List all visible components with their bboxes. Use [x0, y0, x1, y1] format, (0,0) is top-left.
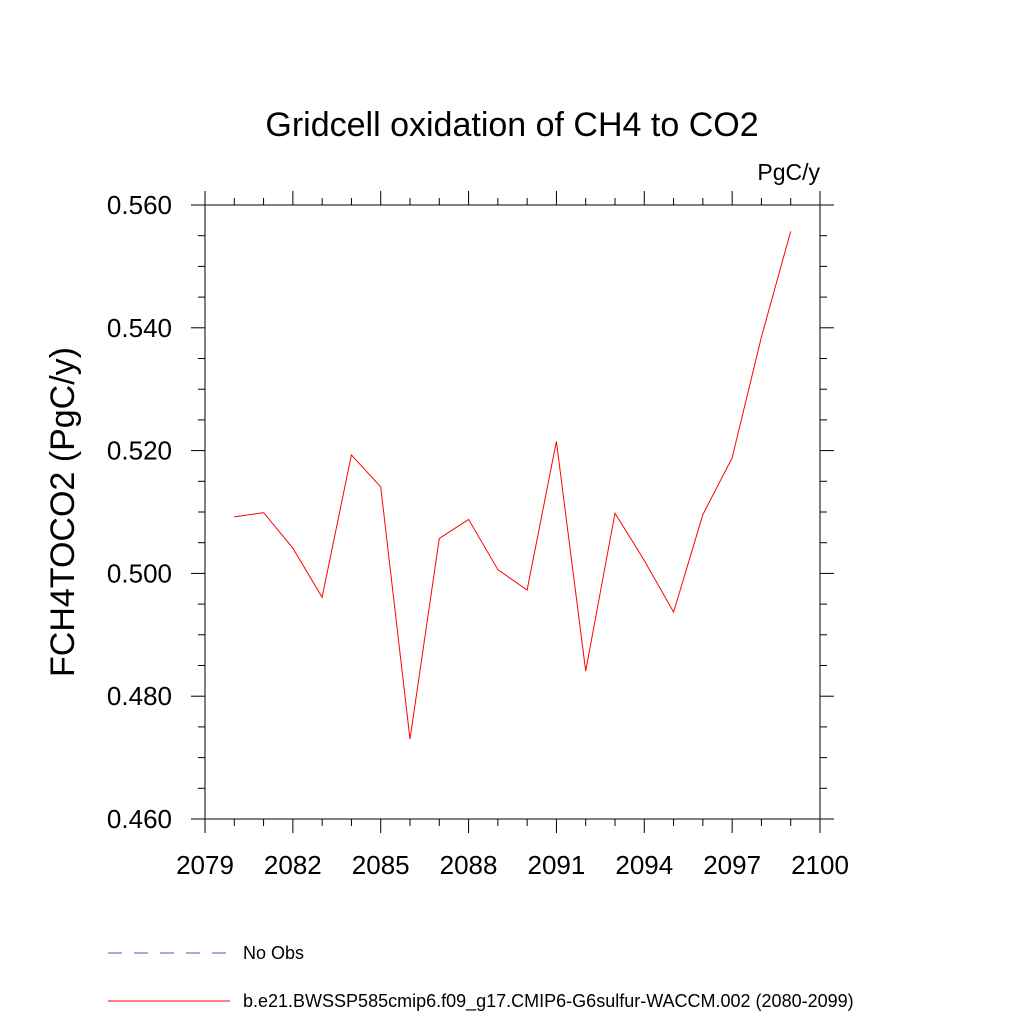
- y-axis-label: FCH4TOCO2 (PgC/y): [44, 347, 82, 677]
- x-tick-label: 2094: [615, 850, 673, 880]
- x-tick-label: 2082: [264, 850, 322, 880]
- chart-title: Gridcell oxidation of CH4 to CO2: [265, 106, 758, 144]
- plot-frame: [204, 204, 821, 820]
- y-tick-label: 0.560: [107, 190, 172, 220]
- legend-label: No Obs: [243, 943, 304, 963]
- y-tick-label: 0.480: [107, 681, 172, 711]
- tick-labels: 2079 2082 2085 2088 2091 2094 2097 2100 0.460 0.4…: [107, 190, 849, 880]
- x-tick-label: 2088: [440, 850, 498, 880]
- units-label: PgC/y: [757, 159, 820, 185]
- x-tick-label: 2091: [528, 850, 586, 880]
- series-line: [234, 231, 792, 740]
- y-tick-label: 0.460: [107, 804, 172, 834]
- axis-ticks: [191, 191, 834, 833]
- y-tick-label: 0.500: [107, 558, 172, 588]
- y-tick-label: 0.520: [107, 436, 172, 466]
- x-tick-label: 2097: [703, 850, 761, 880]
- y-tick-label: 0.540: [107, 313, 172, 343]
- legend-label: b.e21.BWSSP585cmip6.f09_g17.CMIP6-G6sulf…: [243, 991, 854, 1012]
- legend: No Obs b.e21.BWSSP585cmip6.f09_g17.CMIP6-…: [108, 943, 854, 1012]
- series-layer: [234, 231, 792, 740]
- x-tick-label: 2085: [352, 850, 410, 880]
- x-tick-label: 2079: [176, 850, 234, 880]
- x-tick-label: 2100: [791, 850, 849, 880]
